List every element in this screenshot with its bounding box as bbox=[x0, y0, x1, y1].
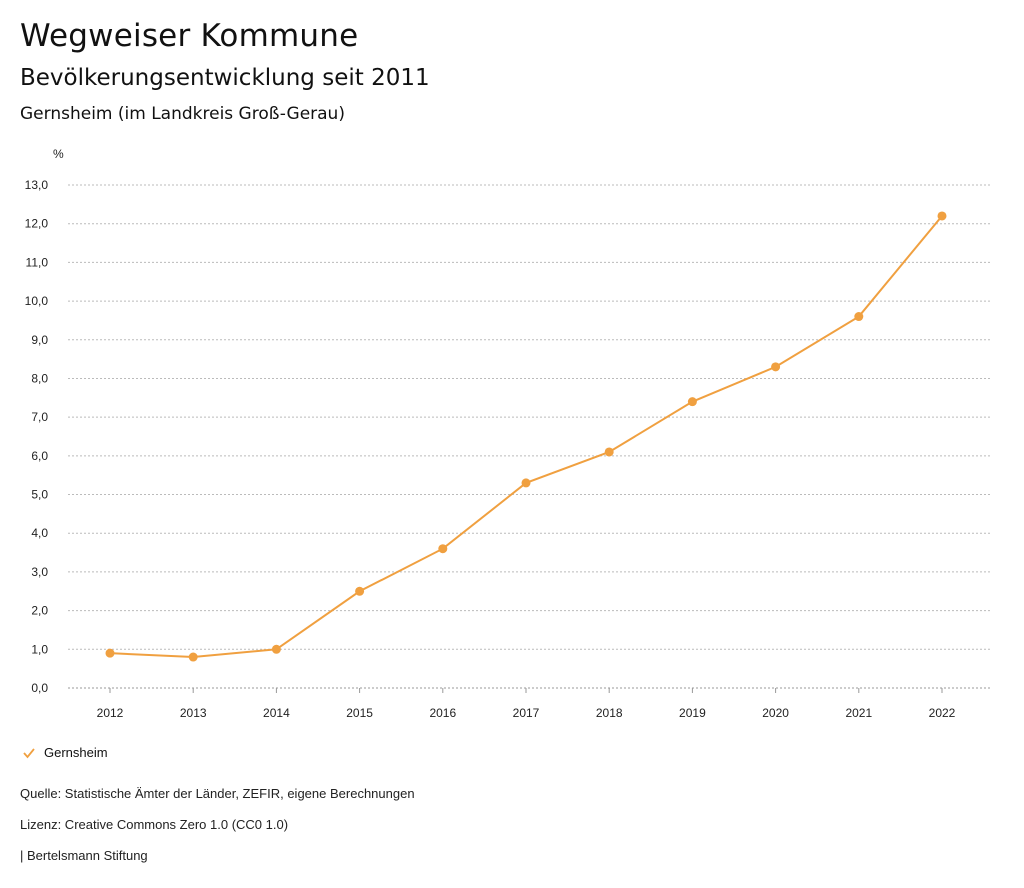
data-point[interactable] bbox=[105, 648, 115, 658]
y-tick-label: 11,0 bbox=[26, 255, 49, 269]
legend-label: Gernsheim bbox=[44, 745, 108, 760]
y-tick-label: 1,0 bbox=[31, 642, 48, 656]
page-title: Wegweiser Kommune bbox=[20, 18, 359, 54]
x-tick-label: 2018 bbox=[596, 706, 623, 720]
y-tick-label: 0,0 bbox=[31, 681, 48, 695]
y-tick-label: 12,0 bbox=[25, 217, 49, 231]
x-tick-label: 2012 bbox=[97, 706, 124, 720]
y-tick-label: 9,0 bbox=[31, 333, 48, 347]
chart-subtitle: Bevölkerungsentwicklung seit 2011 bbox=[20, 65, 430, 91]
series-layer bbox=[105, 211, 947, 662]
y-tick-label: 2,0 bbox=[31, 604, 48, 618]
x-tick-label: 2019 bbox=[679, 706, 706, 720]
data-point[interactable] bbox=[687, 397, 697, 407]
x-tick-label: 2013 bbox=[180, 706, 207, 720]
y-tick-label: 7,0 bbox=[31, 410, 48, 424]
y-tick-label: 5,0 bbox=[31, 488, 48, 502]
y-tick-label: 10,0 bbox=[25, 294, 49, 308]
publisher-note: | Bertelsmann Stiftung bbox=[20, 848, 148, 863]
data-point[interactable] bbox=[188, 652, 198, 662]
source-note: Quelle: Statistische Ämter der Länder, Z… bbox=[20, 786, 415, 801]
line-chart: % 0,0 1,0 2,0 3,0 4,0 5,0 6,0 7,0 8,0 9,0 10,0 11,0… bbox=[25, 147, 990, 720]
y-tick-label: 4,0 bbox=[31, 526, 48, 540]
x-tick-label: 2017 bbox=[513, 706, 540, 720]
data-point[interactable] bbox=[854, 312, 864, 322]
data-point[interactable] bbox=[521, 478, 531, 488]
region-label: Gernsheim (im Landkreis Groß-Gerau) bbox=[20, 104, 345, 124]
x-tick-label: 2021 bbox=[845, 706, 872, 720]
legend-item-gernsheim[interactable]: Gernsheim bbox=[22, 745, 108, 760]
x-tick-label: 2014 bbox=[263, 706, 290, 720]
series-line-gernsheim bbox=[109, 215, 943, 659]
x-tick-label: 2022 bbox=[929, 706, 956, 720]
y-tick-label: 6,0 bbox=[31, 449, 48, 463]
x-tick-label: 2016 bbox=[429, 706, 456, 720]
gridlines bbox=[68, 184, 990, 689]
y-tick-label: 13,0 bbox=[25, 178, 49, 192]
check-icon bbox=[22, 746, 36, 760]
data-point[interactable] bbox=[438, 544, 448, 554]
data-point[interactable] bbox=[937, 211, 947, 221]
data-point[interactable] bbox=[355, 586, 365, 596]
license-note: Lizenz: Creative Commons Zero 1.0 (CC0 1… bbox=[20, 817, 289, 832]
data-point[interactable] bbox=[771, 362, 781, 372]
y-axis-ticks: 0,0 1,0 2,0 3,0 4,0 5,0 6,0 7,0 8,0 9,0 10,0 11,0 12… bbox=[25, 178, 49, 695]
x-tick-label: 2015 bbox=[346, 706, 373, 720]
data-point[interactable] bbox=[604, 447, 614, 457]
y-unit-label: % bbox=[53, 147, 64, 161]
y-tick-label: 3,0 bbox=[31, 565, 48, 579]
y-tick-label: 8,0 bbox=[31, 371, 48, 385]
x-axis-ticks: 2012 2013 2014 2015 2016 2017 2018 2019 2020 2021… bbox=[97, 688, 956, 720]
x-tick-label: 2020 bbox=[762, 706, 789, 720]
data-point[interactable] bbox=[271, 644, 281, 654]
